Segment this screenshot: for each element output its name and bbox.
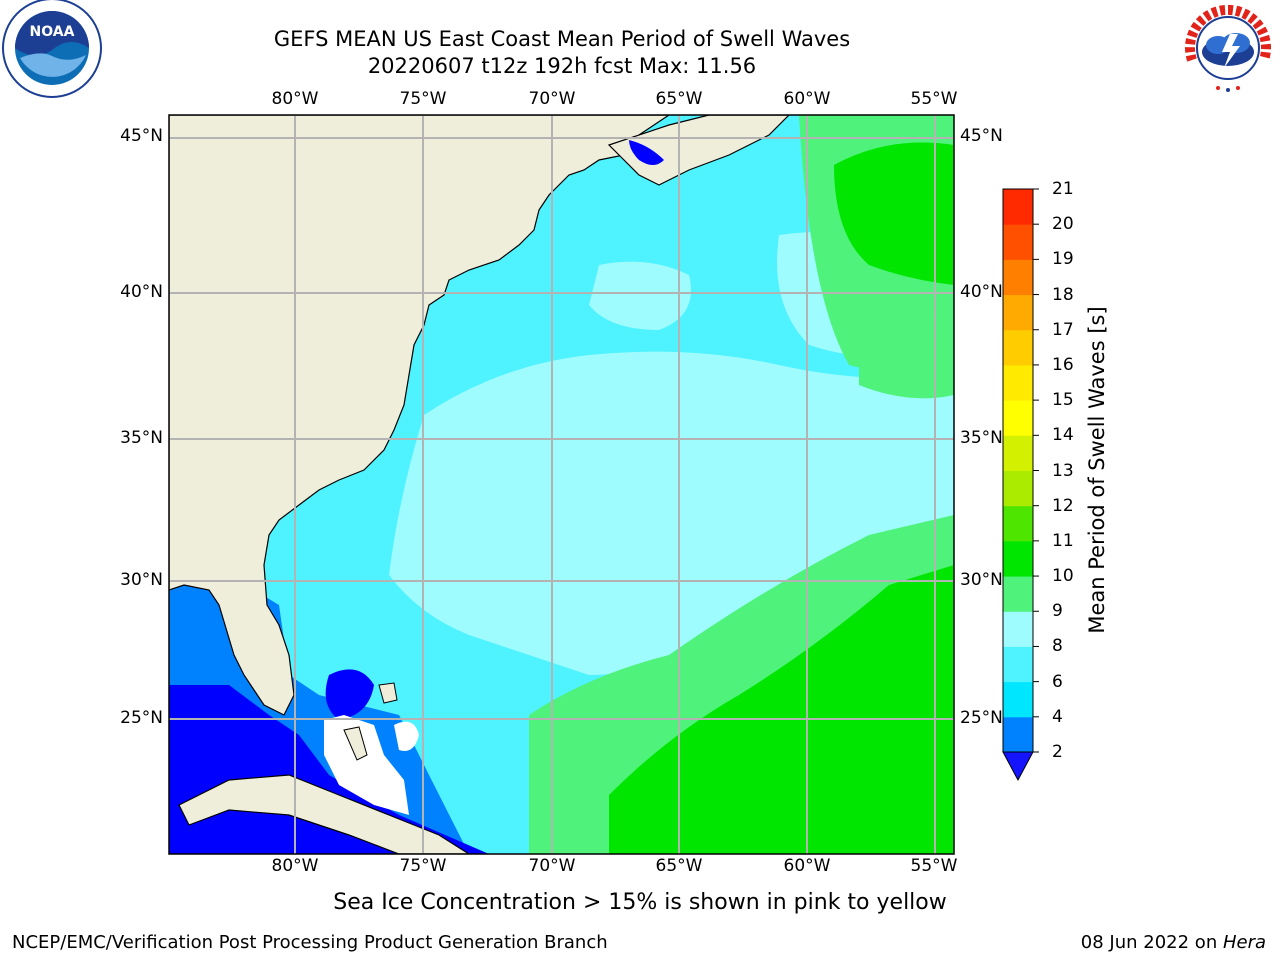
nws-logo <box>1182 2 1274 94</box>
colorbar-tick-label: 12 <box>1052 495 1074 516</box>
lon-label-top: 80°W <box>271 89 319 109</box>
lat-label-left: 25°N <box>120 708 163 728</box>
colorbar-tick-label: 6 <box>1052 671 1063 692</box>
colorbar-tick-label: 21 <box>1052 179 1074 199</box>
island <box>378 682 398 704</box>
colorbar-tick-label: 8 <box>1052 636 1063 657</box>
footer-date-text: 08 Jun 2022 on <box>1080 932 1223 953</box>
lat-label-right: 25°N <box>960 708 1003 728</box>
graticule <box>169 115 954 854</box>
lon-label-top: 55°W <box>910 89 958 109</box>
colorbar-tick-label: 17 <box>1052 319 1074 340</box>
lon-label-top: 75°W <box>399 89 447 109</box>
swell-zone-10-11 <box>834 142 954 285</box>
lon-label-bottom: 60°W <box>783 856 831 876</box>
island <box>343 726 368 761</box>
bay-of-fundy <box>629 140 664 165</box>
colorbar-band <box>1003 505 1033 542</box>
colorbar-band <box>1003 259 1033 296</box>
colorbar-tick-label: 11 <box>1052 530 1074 551</box>
colorbar-band <box>1003 329 1033 366</box>
lat-label-left: 30°N <box>120 570 163 590</box>
colorbar-tick-label: 20 <box>1052 214 1074 235</box>
colorbar-tick-label: 16 <box>1052 354 1074 375</box>
swell-zone-2-4 <box>325 669 374 720</box>
colorbar-tick-label: 13 <box>1052 460 1074 481</box>
land-maritimes <box>607 115 790 186</box>
lon-label-bottom: 65°W <box>655 856 703 876</box>
colorbar-tick-label: 2 <box>1052 742 1063 762</box>
lon-label-top: 65°W <box>655 89 703 109</box>
colorbar-tick-label: 9 <box>1052 601 1063 622</box>
colorbar-band <box>1003 470 1033 507</box>
lat-label-left: 40°N <box>120 282 163 302</box>
lat-label-right: 35°N <box>960 428 1003 448</box>
chart-subtitle: 20220607 t12z 192h fcst Max: 11.56 <box>367 54 757 78</box>
swell-zone-8-9 <box>389 351 954 675</box>
lat-label-left: 45°N <box>120 126 163 146</box>
colorbar-band <box>1003 364 1033 401</box>
chart-title: GEFS MEAN US East Coast Mean Period of S… <box>273 27 851 51</box>
colorbar-band <box>1003 611 1033 647</box>
swell-zone-8-9 <box>589 261 691 330</box>
swell-zone-10-11 <box>609 565 954 854</box>
colorbar-tick-label: 18 <box>1052 284 1074 305</box>
colorbar <box>1002 188 1039 782</box>
lon-label-bottom: 55°W <box>910 856 958 876</box>
colorbar-band <box>1003 400 1033 436</box>
colorbar-band <box>1003 646 1033 683</box>
footer-host: Hera <box>1222 932 1266 953</box>
colorbar-tick-label: 14 <box>1052 425 1074 446</box>
lat-label-right: 45°N <box>960 126 1003 146</box>
lat-label-right: 40°N <box>960 282 1003 302</box>
colorbar-band <box>1003 576 1033 612</box>
noaa-logo: NOAA <box>2 0 102 98</box>
lat-label-left: 35°N <box>120 428 163 448</box>
colorbar-band <box>1003 540 1033 577</box>
footer-date: 08 Jun 2022 on Hera <box>1081 932 1266 953</box>
lon-label-top: 60°W <box>783 89 831 109</box>
noaa-logo-text: NOAA <box>30 24 75 40</box>
colorbar-band <box>1003 435 1033 471</box>
lon-label-bottom: 75°W <box>399 856 447 876</box>
colorbar-band <box>1003 224 1033 260</box>
lon-label-bottom: 80°W <box>271 856 319 876</box>
sea-ice-note: Sea Ice Concentration > 15% is shown in … <box>333 890 947 915</box>
colorbar-label: Mean Period of Swell Waves [s] <box>1085 306 1109 634</box>
colorbar-tick-label: 4 <box>1052 706 1063 727</box>
bahamas-shallows <box>394 721 419 751</box>
footer-credit: NCEP/EMC/Verification Post Processing Pr… <box>12 932 608 953</box>
lon-label-bottom: 70°W <box>528 856 576 876</box>
lon-label-top: 70°W <box>528 89 576 109</box>
colorbar-under-arrow <box>1002 751 1034 782</box>
bahamas-shallows <box>324 715 409 815</box>
colorbar-band <box>1003 681 1033 718</box>
land-cuba <box>178 774 471 854</box>
map-panel <box>168 114 955 855</box>
colorbar-tick-label: 19 <box>1052 249 1074 270</box>
swell-zone-9-10 <box>859 312 954 399</box>
colorbar-band <box>1003 294 1033 331</box>
colorbar-band <box>1003 716 1033 753</box>
colorbar-tick-label: 10 <box>1052 566 1074 587</box>
lat-label-right: 30°N <box>960 570 1003 590</box>
colorbar-band <box>1003 189 1033 225</box>
colorbar-tick-label: 15 <box>1052 390 1074 411</box>
